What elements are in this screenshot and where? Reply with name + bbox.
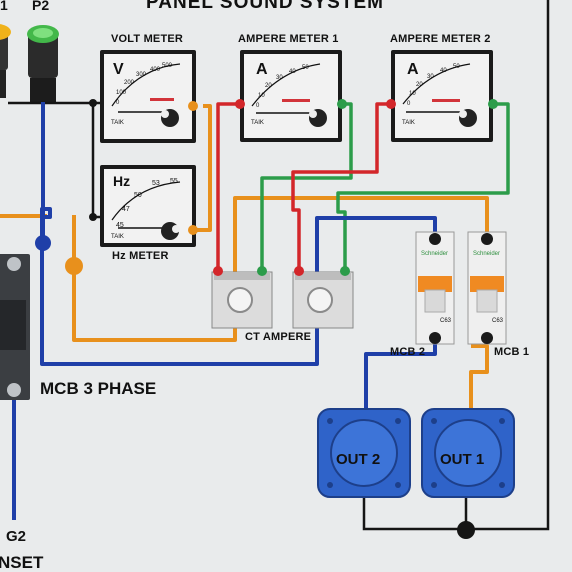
hz-scale-45: 45 (116, 222, 124, 229)
hz-scale-55: 55 (170, 178, 178, 185)
amp2-scale-20: 20 (416, 82, 423, 88)
junction-orange (65, 257, 83, 275)
ampere-meter-1-label: AMPERE METER 1 (238, 33, 339, 45)
amp1-scale-10: 10 (258, 93, 265, 99)
bottom-label: NSET (0, 553, 44, 572)
hz-scale-53: 53 (152, 180, 160, 187)
ct-ampere-label: CT AMPERE (245, 331, 312, 343)
hz-scale-47: 47 (122, 206, 130, 213)
ct-ampere-1 (211, 266, 273, 329)
volt-scale-0: 0 (116, 100, 120, 106)
volt-scale-200: 200 (124, 80, 135, 86)
pilot-lamp-p2-label: P2 (32, 0, 50, 13)
volt-meter-brand: TAIK (111, 120, 124, 126)
outlet-out2 (317, 408, 411, 498)
pilot-lamp-p2 (27, 25, 59, 102)
amp2-scale-40: 40 (440, 68, 447, 74)
ampere-meter-1 (235, 50, 347, 142)
volt-scale-300: 300 (136, 72, 147, 78)
mcb-1-brand: Schneider (473, 251, 501, 257)
mcb-1 (467, 231, 507, 345)
mcb-2 (415, 231, 455, 345)
ampere-meter-1-brand: TAIK (251, 120, 264, 126)
volt-meter-unit: V (113, 61, 124, 78)
volt-meter-label: VOLT METER (111, 33, 184, 45)
amp2-scale-30: 30 (427, 74, 434, 80)
ct-ampere-2 (292, 266, 354, 329)
diagram-title: PANEL SOUND SYSTEM (146, 0, 384, 13)
wire-orange (0, 104, 489, 408)
mcb-1-rating: C63 (492, 318, 504, 324)
amp1-scale-30: 30 (276, 75, 283, 81)
out-1-label: OUT 1 (440, 451, 485, 468)
wire-red (216, 102, 391, 270)
mcb-1-label: MCB 1 (494, 346, 530, 358)
amp2-scale-0: 0 (407, 101, 411, 107)
ampere-meter-2-brand: TAIK (402, 120, 415, 126)
mcb-2-label: MCB 2 (390, 346, 426, 358)
pilot-lamp-1 (0, 24, 11, 98)
amp1-scale-0: 0 (256, 103, 260, 109)
outlet-out1 (421, 408, 515, 498)
amp2-scale-10: 10 (409, 91, 416, 97)
hz-meter-unit: Hz (113, 173, 131, 189)
amp2-scale-50: 50 (453, 64, 460, 70)
amp1-scale-40: 40 (289, 69, 296, 75)
pilot-lamp-1-label: 1 (0, 0, 8, 13)
mcb-3-phase (0, 254, 30, 400)
hz-meter (89, 165, 198, 247)
ground-label: G2 (6, 528, 27, 545)
mcb-3-phase-label: MCB 3 PHASE (40, 379, 157, 398)
volt-scale-500: 500 (162, 63, 173, 69)
mcb-2-brand: Schneider (421, 251, 449, 257)
hz-meter-brand: TAIK (111, 234, 124, 240)
ampere-meter-2-label: AMPERE METER 2 (390, 33, 491, 45)
ampere-meter-2 (386, 50, 498, 142)
out-2-label: OUT 2 (336, 451, 381, 468)
junction-blue (35, 235, 51, 251)
hz-scale-50: 50 (134, 192, 142, 199)
volt-meter (89, 50, 198, 143)
amp1-scale-50: 50 (302, 65, 309, 71)
hz-meter-label: Hz METER (112, 250, 169, 262)
ampere-meter-1-unit: A (256, 61, 268, 78)
amp1-scale-20: 20 (265, 83, 272, 89)
junction-black (457, 521, 475, 539)
volt-scale-100: 100 (116, 90, 127, 96)
mcb-2-rating: C63 (440, 318, 452, 324)
wire-green (260, 102, 510, 270)
ampere-meter-2-unit: A (407, 61, 419, 78)
volt-scale-400: 400 (150, 67, 161, 73)
